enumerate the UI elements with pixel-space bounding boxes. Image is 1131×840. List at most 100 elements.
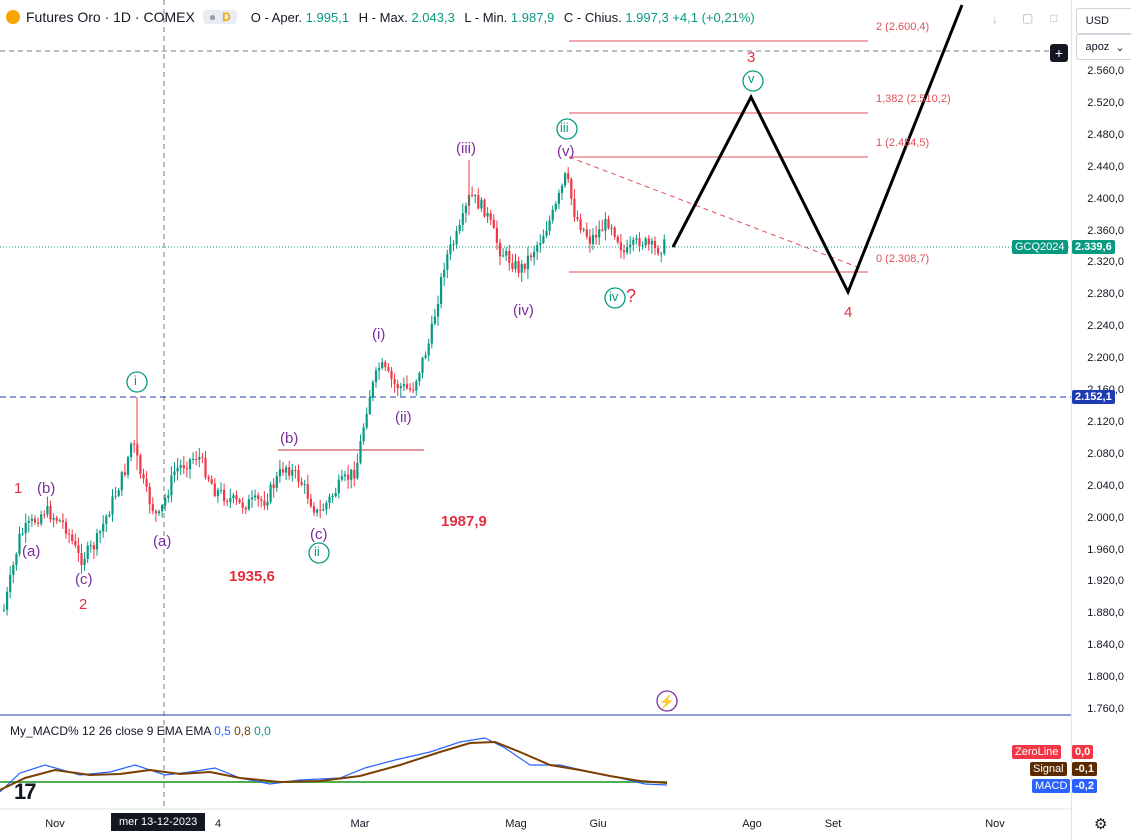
wave-label-2: 2 xyxy=(79,596,88,613)
candle-body xyxy=(653,240,657,248)
candle-body xyxy=(260,499,263,501)
candle-body xyxy=(238,499,241,503)
candle-body xyxy=(117,490,120,496)
candle-body xyxy=(99,531,102,534)
candle-body xyxy=(306,484,309,499)
candle-body xyxy=(495,227,498,243)
macd-legend[interactable]: My_MACD% 12 26 close 9 EMA EMA 0,5 0,8 0… xyxy=(10,724,271,738)
candle-body xyxy=(269,484,272,502)
candle-body xyxy=(626,247,629,253)
price-tick: 1.920,0 xyxy=(1087,575,1124,588)
wave-label-iii: iii xyxy=(560,120,569,135)
candle-body xyxy=(185,468,188,470)
macd-badge: MACD xyxy=(1032,779,1071,793)
fib-label-1: 1 (2.454,5) xyxy=(876,137,930,149)
time-tick: Mag xyxy=(505,818,527,830)
candle-body xyxy=(387,367,390,371)
wave-iii-circle xyxy=(556,118,578,140)
candle-body xyxy=(105,516,108,524)
price-axis[interactable]: USD⌄ apoz⌄ 2.560,0 2.520,0 2.480,0 2.440,0 2… xyxy=(1071,0,1131,840)
wave-label-ii: ii xyxy=(314,544,320,559)
add-plus-button[interactable]: + xyxy=(1050,44,1068,62)
candle-body xyxy=(480,199,483,209)
candle-body xyxy=(55,517,58,521)
candle-body xyxy=(551,209,554,221)
candle-body xyxy=(325,503,328,510)
alert-icon[interactable] xyxy=(656,690,678,712)
candle-body xyxy=(322,509,325,511)
candle-body xyxy=(77,545,80,554)
price-tick: 2.480,0 xyxy=(1087,128,1124,141)
candle-body xyxy=(40,514,43,524)
fullscreen-icon[interactable]: □ xyxy=(1050,11,1058,25)
candle-body xyxy=(334,493,337,497)
tradingview-logo[interactable]: 17 xyxy=(14,779,37,804)
arrow-down-icon[interactable]: ↓ xyxy=(992,12,998,26)
candle-body xyxy=(229,498,232,502)
price-tick: 2.320,0 xyxy=(1087,256,1124,269)
candle-body xyxy=(663,239,666,254)
candle-body xyxy=(622,250,626,253)
candle-body xyxy=(585,229,588,237)
price-tick: 2.520,0 xyxy=(1087,96,1124,109)
price-tick: 2.400,0 xyxy=(1087,192,1124,205)
candle-body xyxy=(316,509,319,513)
candle-body xyxy=(560,185,564,193)
price-tick: 2.080,0 xyxy=(1087,447,1124,460)
projection-path[interactable] xyxy=(671,4,964,296)
price-tick: 2.000,0 xyxy=(1087,511,1124,524)
candle-body xyxy=(210,479,213,484)
currency-select[interactable]: USD⌄ xyxy=(1076,8,1131,34)
candle-body xyxy=(64,522,68,534)
candle-body xyxy=(126,457,130,475)
candle-body xyxy=(201,456,204,458)
candle-body xyxy=(381,362,384,369)
wave-v-circle xyxy=(742,70,764,92)
candle-body xyxy=(71,534,74,542)
candle-body xyxy=(598,229,601,238)
candle-body xyxy=(285,467,288,473)
price-tick: 2.280,0 xyxy=(1087,288,1124,301)
lightning-icon[interactable]: ⚡ xyxy=(659,694,675,710)
candle-body xyxy=(340,476,343,480)
candle-body xyxy=(111,496,114,515)
wave-label-iv-paren: (iv) xyxy=(513,302,534,319)
candle-body xyxy=(49,505,52,520)
scale-select[interactable]: apoz ⌄ xyxy=(1076,34,1131,60)
price-tick: 2.200,0 xyxy=(1087,352,1124,365)
candle-body xyxy=(272,484,275,488)
candle-body xyxy=(102,523,105,532)
maximize-icon[interactable]: ▢ xyxy=(1022,11,1034,25)
candle-body xyxy=(179,465,182,468)
candle-body xyxy=(92,545,95,550)
candle-body xyxy=(430,323,433,344)
candle-body xyxy=(526,255,529,270)
symbol-title[interactable]: Futures Oro · 1D · COMEX xyxy=(26,9,195,25)
candle-body xyxy=(337,479,340,494)
candle-body xyxy=(393,379,396,384)
candle-body xyxy=(216,490,219,497)
wave-label-iv: iv xyxy=(609,289,619,304)
candle-body xyxy=(502,255,505,257)
candle-body xyxy=(89,545,92,547)
wave-iv-circle xyxy=(604,287,626,309)
data-source-pill[interactable]: ● D xyxy=(202,10,237,24)
candle-body xyxy=(374,370,378,383)
wave-label-4: 4 xyxy=(844,304,853,321)
candle-body xyxy=(396,383,399,389)
candle-body xyxy=(37,522,40,524)
candle-body xyxy=(9,575,12,592)
settings-gear-icon[interactable]: ⚙ xyxy=(1094,816,1108,833)
price-tick: 1.840,0 xyxy=(1087,639,1124,652)
candle-body xyxy=(266,501,269,506)
candle-body xyxy=(359,441,362,463)
candle-body xyxy=(130,443,133,458)
candle-body xyxy=(390,370,393,380)
candle-body xyxy=(161,505,164,512)
candle-body xyxy=(2,609,6,611)
candle-body xyxy=(644,238,647,246)
candle-body xyxy=(412,389,415,391)
fib-extension[interactable] xyxy=(568,40,868,273)
candle-body xyxy=(157,511,161,514)
